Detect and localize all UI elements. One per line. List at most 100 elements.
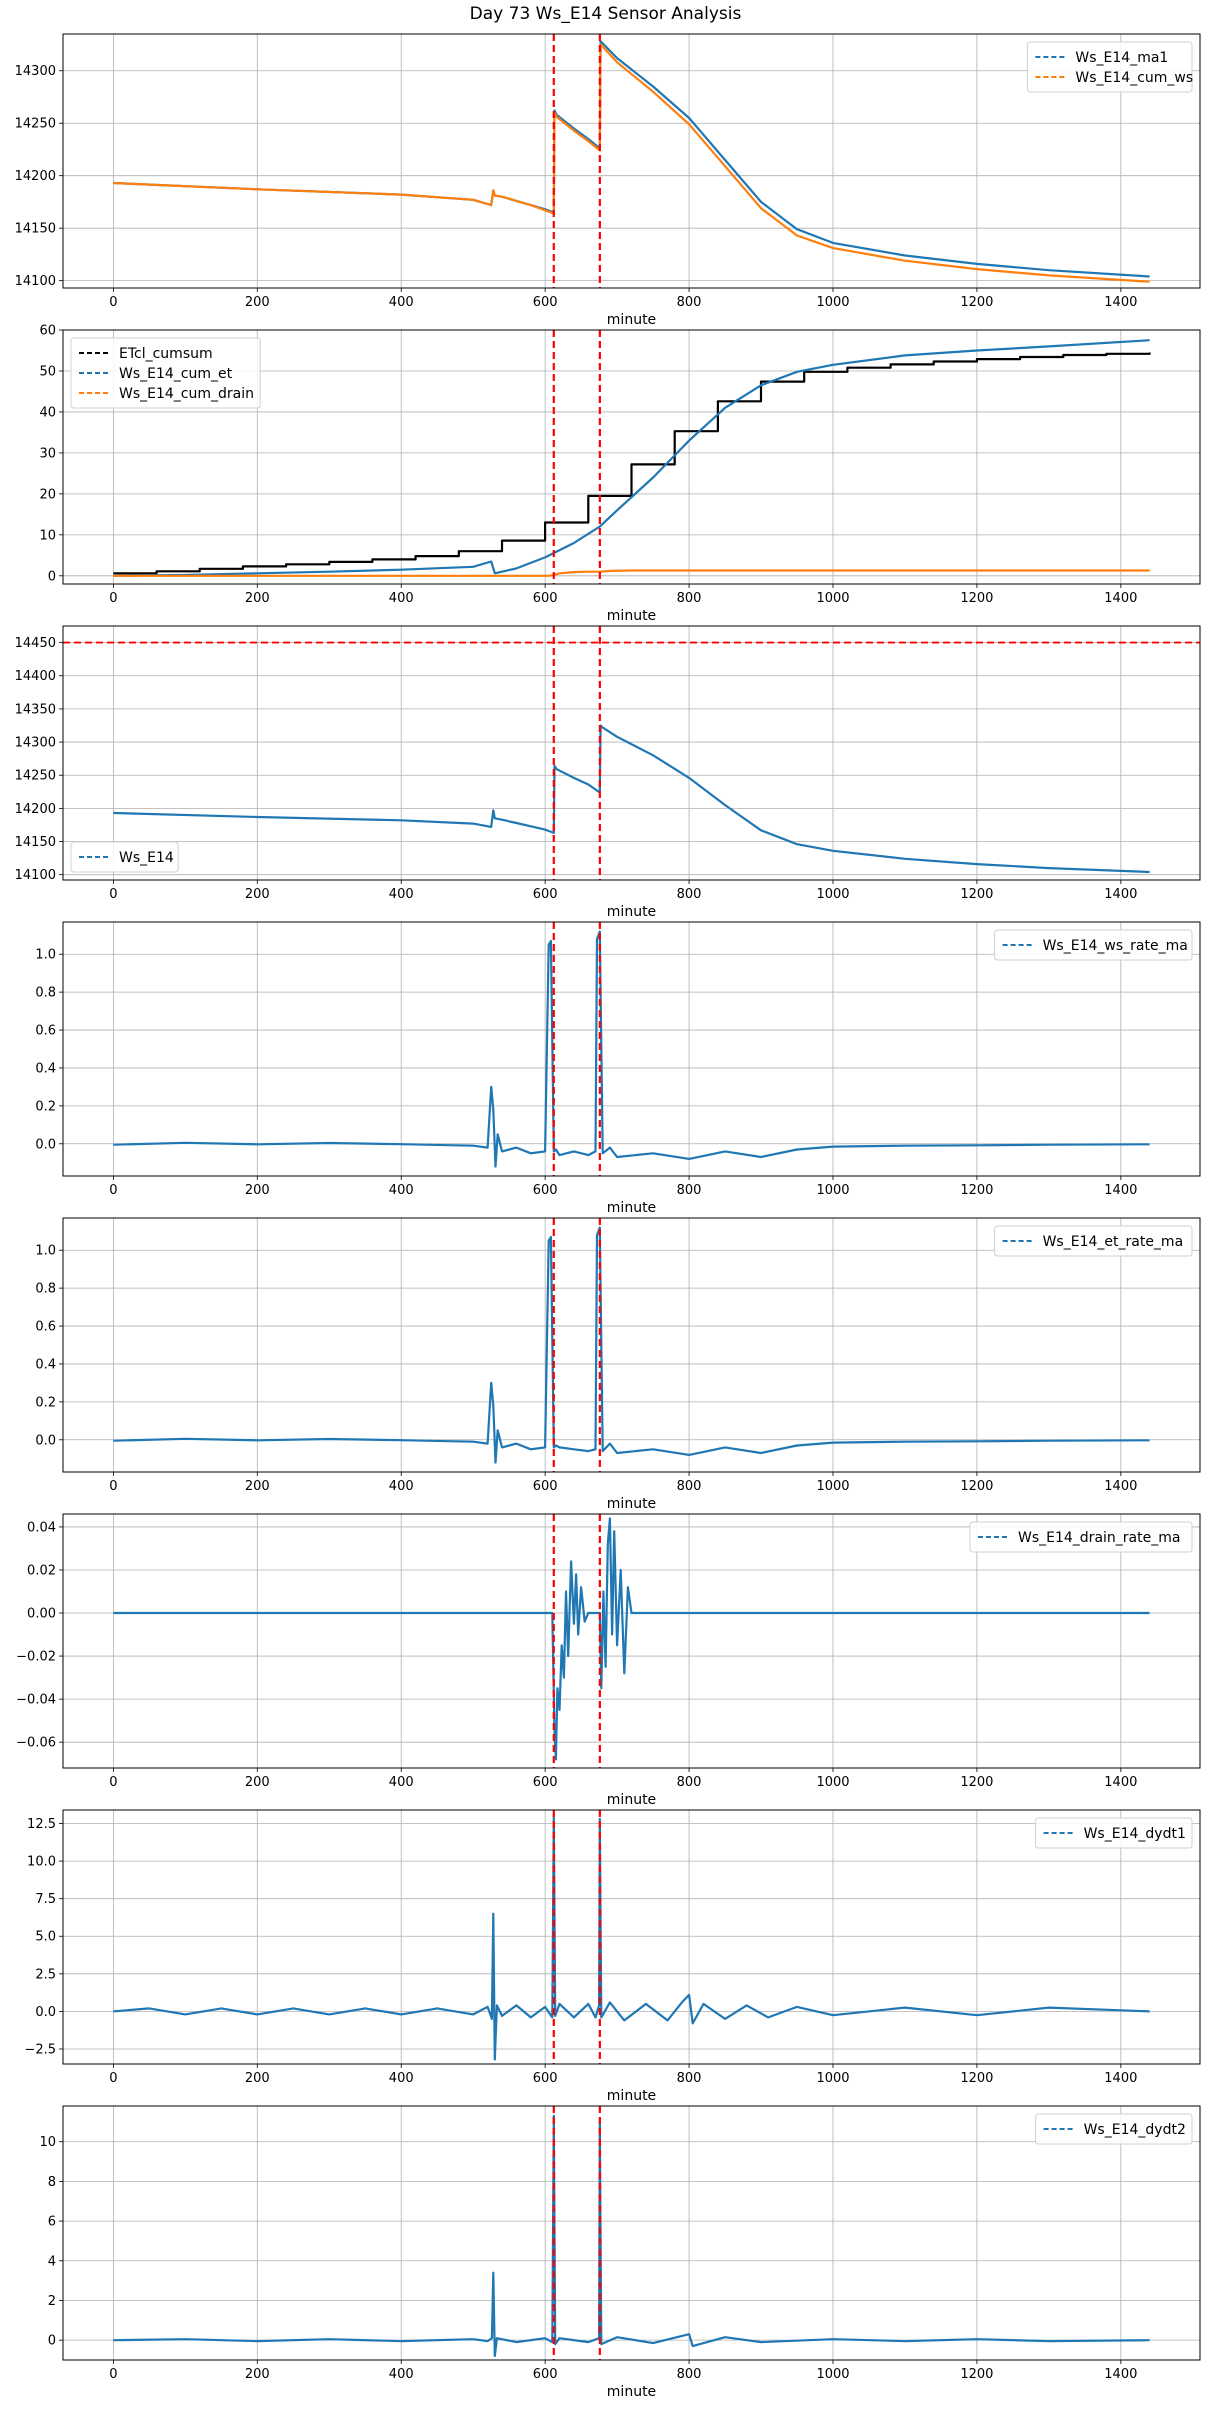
y-tick-label: 0.04	[27, 1520, 56, 1535]
y-tick-label: 14150	[15, 222, 56, 237]
legend: Ws_E14_ma1 Ws_E14_cum_ws	[1026, 41, 1193, 93]
x-tick-label: 1400	[1104, 2367, 1137, 2382]
x-tick-label: 200	[245, 1183, 270, 1198]
legend-box	[969, 1521, 1193, 1553]
x-tick-label: 400	[389, 1479, 414, 1494]
x-tick-label: 800	[677, 2367, 702, 2382]
legend-box	[1026, 41, 1193, 93]
x-axis-label: minute	[607, 1496, 656, 1512]
x-tick-label: 600	[533, 1775, 558, 1790]
legend-label: Ws_E14_dydt1	[1084, 1826, 1186, 1842]
x-axis-label: minute	[607, 608, 656, 624]
y-tick-label: 8	[48, 2175, 56, 2190]
plot-area	[113, 2106, 1150, 2360]
x-tick-label: 0	[109, 1775, 117, 1790]
y-tick-label: 1.0	[35, 948, 56, 963]
series-line-Ws_E14_cum_et	[113, 339, 1150, 577]
x-tick-label: 1000	[816, 1479, 849, 1494]
figure-title: Day 73 Ws_E14 Sensor Analysis	[469, 4, 742, 24]
chart-panel-6: 0 200 400 600 800 1000 1200 1400 −0.06 −0.04 −0.02…	[16, 1513, 1201, 1808]
legend: Ws_E14_dydt1	[1035, 1817, 1193, 1849]
series-line-Ws_E14_ma1	[113, 40, 1150, 278]
x-tick-label: 800	[677, 591, 702, 606]
series-line-Ws_E14_et_rate_ma	[113, 1226, 1150, 1464]
legend-label: Ws_E14_drain_rate_ma	[1018, 1530, 1180, 1546]
x-tick-label: 400	[389, 2367, 414, 2382]
series-line-Ws_E14_cum_drain	[113, 569, 1150, 577]
chart-panel-7: 0 200 400 600 800 1000 1200 1400 −2.5 0.0 2.5 5.0 7.…	[24, 1809, 1201, 2104]
x-tick-label: 200	[245, 295, 270, 310]
x-tick-label: 800	[677, 1479, 702, 1494]
x-tick-label: 200	[245, 887, 270, 902]
axes-frame	[62, 2105, 1201, 2361]
x-tick-label: 1000	[816, 887, 849, 902]
x-tick-label: 200	[245, 2367, 270, 2382]
x-tick-label: 1400	[1104, 887, 1137, 902]
x-axis-label: minute	[607, 312, 656, 328]
plot-area	[113, 1218, 1150, 1472]
x-tick-label: 1400	[1104, 591, 1137, 606]
chart-panel-3: 0 200 400 600 800 1000 1200 1400 14100 14150 14200…	[15, 625, 1201, 920]
x-tick-label: 1000	[816, 2071, 849, 2086]
x-axis-label: minute	[607, 904, 656, 920]
x-tick-label: 600	[533, 2367, 558, 2382]
y-tick-label: 10.0	[27, 1855, 56, 1870]
x-tick-label: 600	[533, 1479, 558, 1494]
y-tick-label: −2.5	[24, 2042, 56, 2057]
legend-label: Ws_E14_cum_et	[119, 366, 233, 382]
x-tick-label: 600	[533, 591, 558, 606]
y-tick-label: 0.02	[27, 1563, 56, 1578]
y-tick-label: 14400	[15, 669, 56, 684]
series-line-Ws_E14	[113, 724, 1150, 874]
legend-box	[1035, 2113, 1193, 2145]
legend: Ws_E14_dydt2	[1035, 2113, 1193, 2145]
y-tick-label: 50	[39, 364, 56, 379]
axes-frame	[62, 1809, 1201, 2065]
y-tick-label: 0.8	[35, 1282, 56, 1297]
y-tick-label: −0.06	[16, 1736, 56, 1751]
x-axis-label: minute	[607, 1200, 656, 1216]
series-line-Ws_E14_drain_rate_ma	[113, 1517, 1150, 1761]
axes-frame	[62, 625, 1201, 881]
x-axis-label: minute	[607, 1792, 656, 1808]
x-tick-label: 1200	[960, 2071, 993, 2086]
y-tick-label: 0.0	[35, 1137, 56, 1152]
legend: ETcl_cumsum Ws_E14_cum_et Ws_E14_cum_drain	[70, 337, 261, 409]
y-tick-label: 0.6	[35, 1024, 56, 1039]
y-tick-label: 14350	[15, 702, 56, 717]
y-tick-label: 0.2	[35, 1395, 56, 1410]
plot-area	[113, 1810, 1150, 2064]
y-tick-label: 7.5	[35, 1892, 56, 1907]
axes-frame	[62, 33, 1201, 289]
plot-area	[113, 34, 1150, 288]
legend-label: Ws_E14_dydt2	[1084, 2122, 1186, 2138]
x-tick-label: 800	[677, 295, 702, 310]
x-tick-label: 200	[245, 591, 270, 606]
y-tick-label: 0.4	[35, 1357, 56, 1372]
x-tick-label: 0	[109, 591, 117, 606]
legend-box	[994, 1225, 1193, 1257]
y-tick-label: 10	[39, 528, 56, 543]
y-tick-label: 5.0	[35, 1930, 56, 1945]
x-tick-label: 0	[109, 2367, 117, 2382]
legend-box	[70, 841, 179, 873]
series-line-Ws_E14_cum_ws	[113, 43, 1150, 283]
x-tick-label: 600	[533, 887, 558, 902]
legend-label: Ws_E14	[119, 850, 174, 866]
y-tick-label: 0.00	[27, 1607, 56, 1622]
x-tick-label: 600	[533, 1183, 558, 1198]
plot-area	[63, 626, 1200, 880]
y-tick-label: 14450	[15, 636, 56, 651]
y-tick-label: 14200	[15, 802, 56, 817]
x-tick-label: 200	[245, 1775, 270, 1790]
plot-area	[113, 330, 1151, 584]
legend-box	[994, 929, 1193, 961]
x-tick-label: 1200	[960, 1775, 993, 1790]
x-tick-label: 1400	[1104, 295, 1137, 310]
y-tick-label: 30	[39, 446, 56, 461]
legend-label: Ws_E14_et_rate_ma	[1043, 1234, 1184, 1250]
x-tick-label: 600	[533, 295, 558, 310]
y-tick-label: 14100	[15, 868, 56, 883]
chart-panel-2: 0 200 400 600 800 1000 1200 1400 0 10 20 30 40 50 60 mi…	[39, 324, 1201, 624]
y-tick-label: 4	[48, 2254, 56, 2269]
